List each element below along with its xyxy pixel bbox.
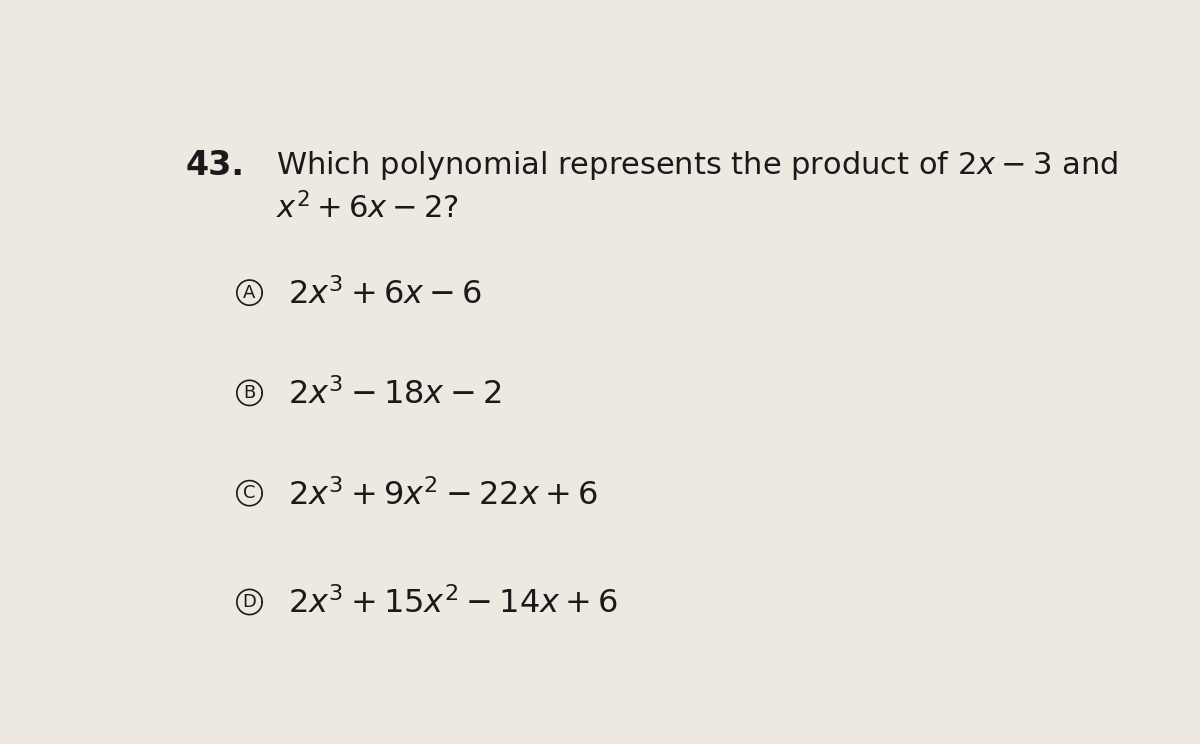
Text: Which polynomial represents the product of $2x - 3$ and: Which polynomial represents the product … [276, 150, 1117, 182]
Text: A: A [244, 283, 256, 301]
Text: D: D [242, 593, 257, 611]
Text: $2x^3 + 9x^2 - 22x + 6$: $2x^3 + 9x^2 - 22x + 6$ [288, 479, 598, 512]
Text: $2x^3 + 15x^2 - 14x + 6$: $2x^3 + 15x^2 - 14x + 6$ [288, 588, 618, 620]
Text: C: C [244, 484, 256, 502]
Text: $x^2 + 6x - 2$?: $x^2 + 6x - 2$? [276, 193, 458, 225]
Text: B: B [244, 384, 256, 402]
Text: 43.: 43. [185, 150, 245, 182]
Text: $2x^3 - 18x - 2$: $2x^3 - 18x - 2$ [288, 379, 502, 411]
Text: $2x^3 + 6x - 6$: $2x^3 + 6x - 6$ [288, 278, 481, 311]
